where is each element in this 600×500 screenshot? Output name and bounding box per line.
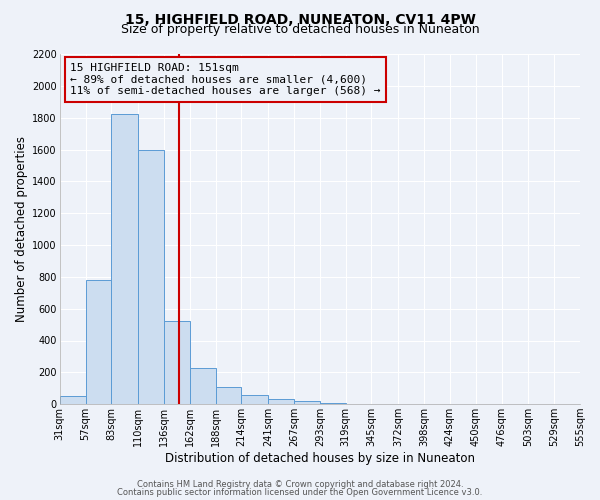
Text: 15, HIGHFIELD ROAD, NUNEATON, CV11 4PW: 15, HIGHFIELD ROAD, NUNEATON, CV11 4PW: [125, 12, 475, 26]
Bar: [320, 402, 346, 404]
X-axis label: Distribution of detached houses by size in Nuneaton: Distribution of detached houses by size …: [165, 452, 475, 465]
Bar: [59, 396, 86, 404]
Bar: [138, 150, 164, 404]
Text: Contains HM Land Registry data © Crown copyright and database right 2024.: Contains HM Land Registry data © Crown c…: [137, 480, 463, 489]
Text: Size of property relative to detached houses in Nuneaton: Size of property relative to detached ho…: [121, 22, 479, 36]
Y-axis label: Number of detached properties: Number of detached properties: [15, 136, 28, 322]
Text: Contains public sector information licensed under the Open Government Licence v3: Contains public sector information licen…: [118, 488, 482, 497]
Bar: [294, 401, 320, 404]
Bar: [190, 368, 215, 404]
Bar: [215, 388, 241, 404]
Bar: [112, 114, 138, 404]
Bar: [268, 400, 294, 404]
Bar: [86, 280, 112, 404]
Bar: [241, 396, 268, 404]
Bar: [164, 322, 190, 404]
Text: 15 HIGHFIELD ROAD: 151sqm
← 89% of detached houses are smaller (4,600)
11% of se: 15 HIGHFIELD ROAD: 151sqm ← 89% of detac…: [70, 63, 380, 96]
